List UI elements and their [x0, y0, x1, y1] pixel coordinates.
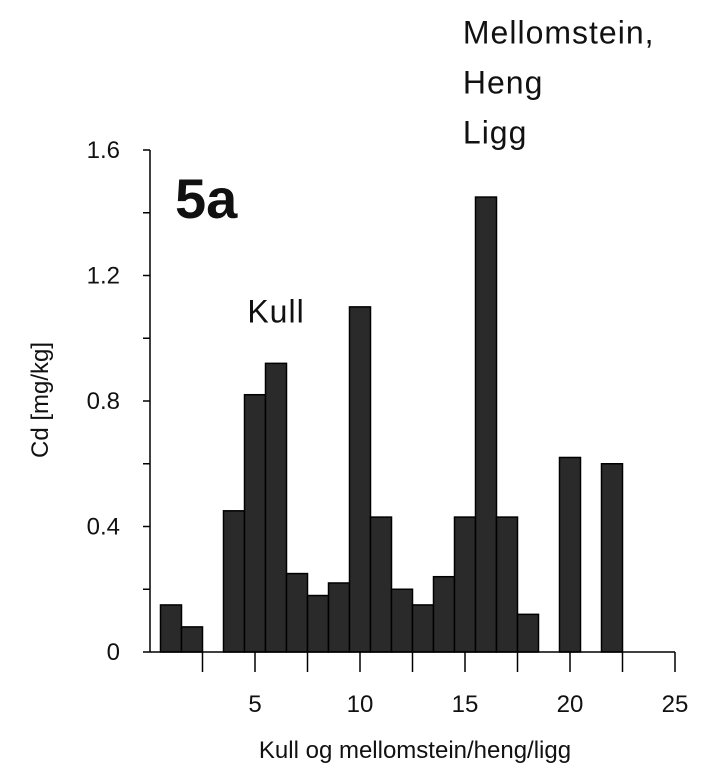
bar: [600, 463, 624, 653]
x-tick-label: 25: [662, 691, 689, 718]
annotation-label: Mellomstein,: [463, 14, 655, 50]
plot-area: 0 0.4 0.8 1.2 1.6 5 10 15 20 25 Kull Mellomstein, He…: [87, 14, 689, 718]
panel-label: 5a: [175, 167, 238, 230]
x-tick-label: 10: [347, 691, 374, 718]
y-axis-title: Cd [mg/kg]: [27, 342, 54, 458]
bar: [243, 393, 267, 653]
bar: [306, 594, 330, 653]
bar: [495, 516, 519, 653]
bar: [558, 456, 582, 653]
bar: [390, 588, 414, 653]
bar: [516, 613, 540, 653]
bar: [411, 604, 435, 653]
annotation-label: Ligg: [463, 115, 528, 151]
bar: [180, 626, 204, 653]
x-tick-label: 20: [557, 691, 584, 718]
y-tick-label: 1.2: [87, 263, 120, 290]
y-tick-label: 0.8: [87, 388, 120, 415]
x-axis-title: Kull og mellomstein/heng/ligg: [259, 737, 571, 764]
bar: [432, 575, 456, 653]
bar: [327, 582, 351, 653]
bar: [285, 572, 309, 653]
bar: [453, 516, 477, 653]
y-tick-label: 0.4: [87, 514, 120, 541]
bar: [348, 306, 372, 653]
bar: [264, 362, 288, 653]
bar: [369, 516, 393, 653]
bar: [474, 196, 498, 653]
annotation-label: Heng: [463, 65, 544, 101]
annotation-label: Kull: [247, 294, 304, 330]
bar: [222, 510, 246, 653]
bar: [159, 604, 183, 653]
y-tick-label: 1.6: [87, 137, 120, 164]
y-tick-label: 0: [107, 639, 120, 666]
x-tick-label: 15: [452, 691, 479, 718]
x-tick-label: 5: [248, 691, 261, 718]
